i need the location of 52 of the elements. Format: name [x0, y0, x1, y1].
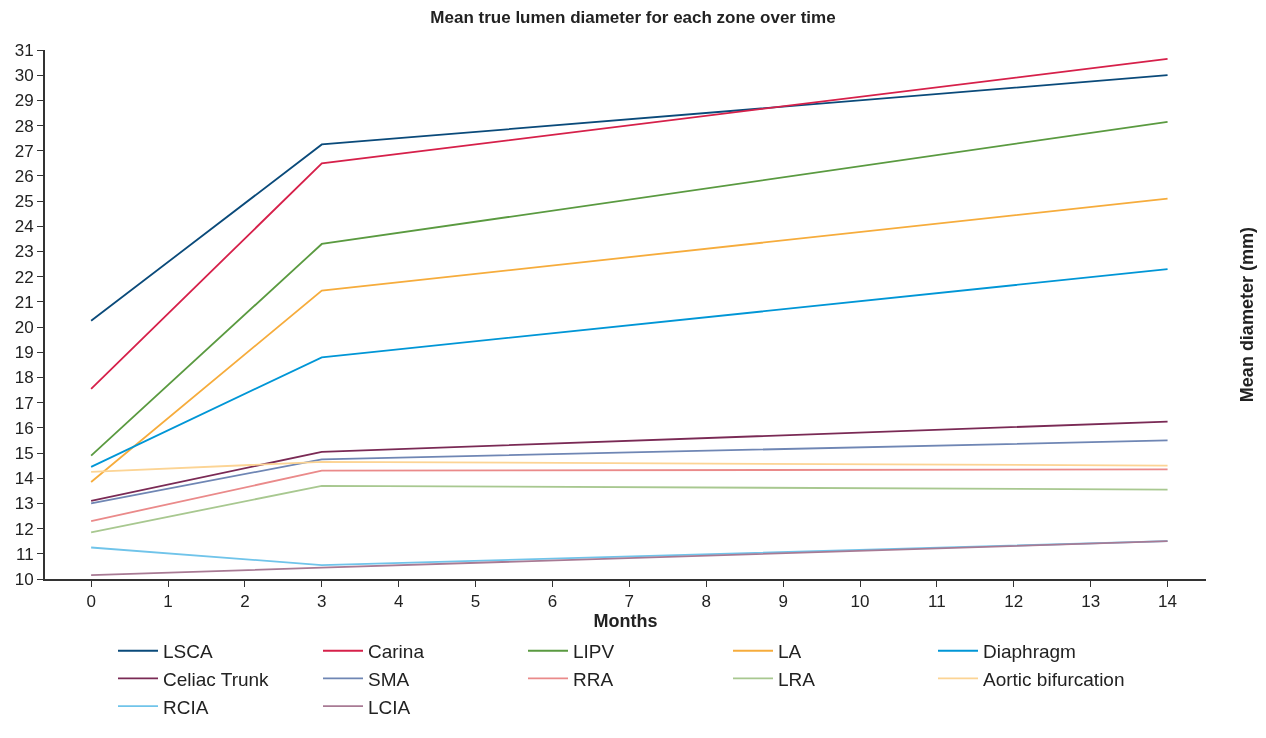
legend-label: SMA — [368, 668, 410, 690]
y-tick-label: 27 — [14, 141, 34, 161]
legend-label: Carina — [368, 641, 425, 663]
legend-label: Aortic bifurcation — [983, 668, 1125, 690]
y-tick-label: 16 — [14, 418, 34, 438]
y-tick-label: 17 — [14, 393, 34, 413]
x-tick-label: 9 — [778, 592, 788, 612]
y-tick-label: 29 — [14, 91, 34, 111]
legend-label: LA — [778, 641, 802, 663]
x-tick-label: 8 — [701, 592, 711, 612]
legend-label: RCIA — [163, 696, 209, 718]
x-axis-title: Months — [593, 611, 658, 632]
x-tick-label: 3 — [317, 592, 327, 612]
y-tick-label: 20 — [14, 318, 34, 338]
y-tick-label: 11 — [15, 544, 34, 564]
y-tick-label: 10 — [14, 569, 34, 589]
legend-label: Diaphragm — [983, 641, 1076, 663]
y-tick-label: 18 — [14, 368, 34, 388]
legend-label: RRA — [573, 668, 614, 690]
x-tick-label: 0 — [86, 592, 96, 612]
legend-label: Celiac Trunk — [163, 668, 270, 690]
x-tick-label: 12 — [1004, 592, 1024, 612]
y-tick-label: 23 — [14, 242, 34, 262]
y-tick-label: 22 — [14, 267, 34, 287]
x-tick-label: 13 — [1081, 592, 1101, 612]
y-axis-title: Mean diameter (mm) — [1237, 227, 1258, 403]
x-tick-label: 1 — [163, 592, 173, 612]
x-tick-label: 2 — [240, 592, 250, 612]
x-tick-label: 6 — [547, 592, 558, 612]
legend-label: LCIA — [368, 696, 411, 718]
y-tick-label: 31 — [14, 40, 34, 60]
legend-label: LIPV — [573, 641, 615, 663]
y-tick-label: 15 — [14, 444, 34, 463]
y-tick-label: 24 — [14, 217, 34, 237]
x-tick-label: 4 — [393, 592, 404, 612]
y-tick-label: 12 — [14, 519, 34, 539]
y-tick-label: 26 — [14, 166, 34, 186]
y-tick-label: 13 — [14, 494, 34, 514]
y-tick-label: 25 — [14, 192, 34, 212]
legend-label: LSCA — [163, 641, 213, 663]
y-tick-label: 21 — [14, 292, 34, 312]
x-tick-label: 5 — [470, 592, 481, 612]
legend-label: LRA — [778, 668, 816, 690]
x-tick-label: 11 — [928, 592, 946, 612]
x-tick-label: 10 — [850, 592, 870, 612]
chart-title: Mean true lumen diameter for each zone over time — [430, 7, 836, 27]
y-tick-label: 30 — [14, 66, 34, 86]
y-tick-label: 14 — [14, 469, 34, 489]
x-tick-label: 7 — [624, 592, 635, 612]
y-tick-label: 28 — [14, 116, 34, 136]
y-tick-label: 19 — [14, 343, 34, 363]
x-tick-label: 14 — [1158, 592, 1178, 612]
